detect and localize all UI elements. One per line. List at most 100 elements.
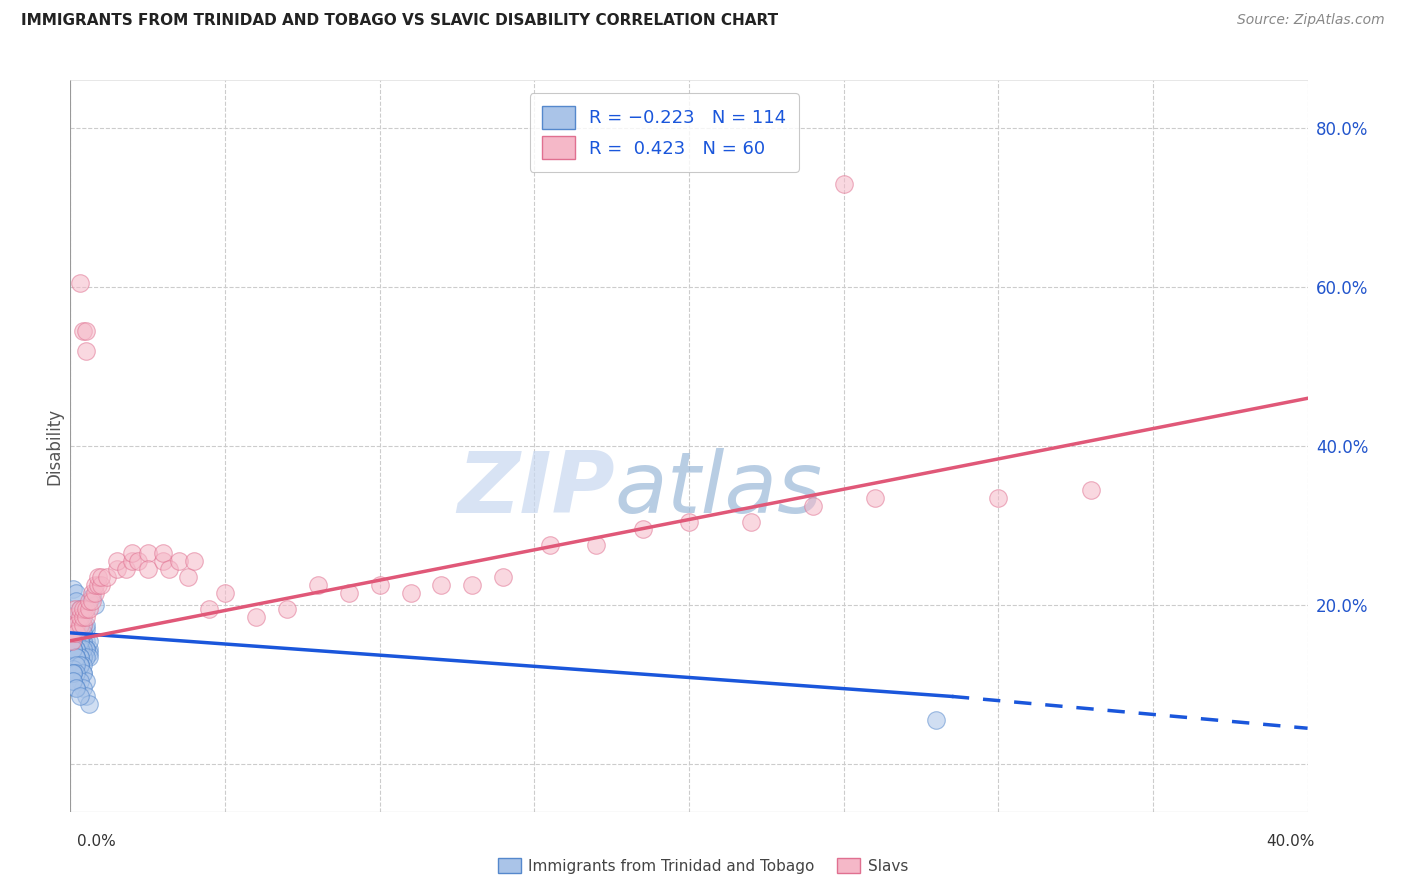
Point [245, 610, 267, 624]
Point [72, 665, 94, 680]
Point [69, 618, 91, 632]
Point [69, 657, 91, 672]
Point [62, 633, 84, 648]
Point [72, 641, 94, 656]
Point [69, 641, 91, 656]
Point [127, 554, 149, 568]
Point [65, 649, 87, 664]
Point [69, 657, 91, 672]
Point [75, 343, 97, 358]
Point [214, 586, 236, 600]
Point [62, 662, 84, 676]
Point [69, 690, 91, 704]
Point [492, 570, 515, 584]
Point [925, 714, 948, 728]
Point [136, 562, 159, 576]
Point [832, 177, 855, 191]
Point [399, 586, 422, 600]
Text: atlas: atlas [614, 449, 823, 532]
Point [62, 665, 84, 680]
Point [62, 646, 84, 660]
Point [65, 649, 87, 664]
Point [69, 610, 91, 624]
Point [75, 622, 97, 636]
Point [65, 625, 87, 640]
Point [65, 622, 87, 636]
Point [62, 582, 84, 596]
Point [461, 578, 484, 592]
Point [63, 602, 86, 616]
Point [77, 602, 100, 616]
Point [72, 622, 94, 636]
Point [801, 499, 824, 513]
Point [65, 586, 87, 600]
Point [69, 622, 91, 636]
Point [63, 618, 86, 632]
Point [62, 633, 84, 648]
Point [538, 538, 561, 552]
Point [115, 562, 138, 576]
Point [77, 641, 100, 656]
Point [62, 625, 84, 640]
Point [69, 602, 91, 616]
Point [84, 586, 107, 600]
Point [62, 641, 84, 656]
Point [72, 649, 94, 664]
Point [65, 649, 87, 664]
Point [307, 578, 329, 592]
Point [62, 641, 84, 656]
Point [62, 630, 84, 644]
Text: Source: ZipAtlas.com: Source: ZipAtlas.com [1237, 13, 1385, 28]
Point [75, 602, 97, 616]
Point [72, 665, 94, 680]
Point [62, 665, 84, 680]
Point [69, 633, 91, 648]
Point [65, 681, 87, 696]
Point [65, 646, 87, 660]
Point [121, 546, 143, 560]
Point [62, 614, 84, 628]
Point [67, 625, 90, 640]
Point [69, 641, 91, 656]
Point [77, 594, 100, 608]
Point [69, 649, 91, 664]
Point [69, 276, 91, 290]
Point [75, 641, 97, 656]
Point [77, 646, 100, 660]
Point [87, 570, 110, 584]
Point [62, 638, 84, 652]
Point [84, 598, 107, 612]
Point [121, 554, 143, 568]
Point [69, 602, 91, 616]
Point [65, 625, 87, 640]
Point [80, 594, 103, 608]
Text: ZIP: ZIP [457, 449, 614, 532]
Legend: Immigrants from Trinidad and Tobago, Slavs: Immigrants from Trinidad and Tobago, Sla… [492, 852, 914, 880]
Point [72, 681, 94, 696]
Point [863, 491, 886, 505]
Point [96, 570, 118, 584]
Point [65, 633, 87, 648]
Point [75, 618, 97, 632]
Point [69, 633, 91, 648]
Point [84, 578, 107, 592]
Text: 40.0%: 40.0% [1267, 834, 1315, 849]
Point [75, 610, 97, 624]
Point [183, 554, 205, 568]
Point [62, 633, 84, 648]
Point [105, 562, 128, 576]
Point [62, 673, 84, 688]
Point [152, 546, 174, 560]
Point [75, 690, 97, 704]
Y-axis label: Disability: Disability [45, 408, 63, 484]
Point [62, 641, 84, 656]
Point [75, 641, 97, 656]
Text: 0.0%: 0.0% [77, 834, 117, 849]
Point [62, 665, 84, 680]
Point [69, 673, 91, 688]
Point [62, 646, 84, 660]
Point [62, 641, 84, 656]
Point [631, 523, 654, 537]
Point [63, 622, 86, 636]
Point [60, 625, 83, 640]
